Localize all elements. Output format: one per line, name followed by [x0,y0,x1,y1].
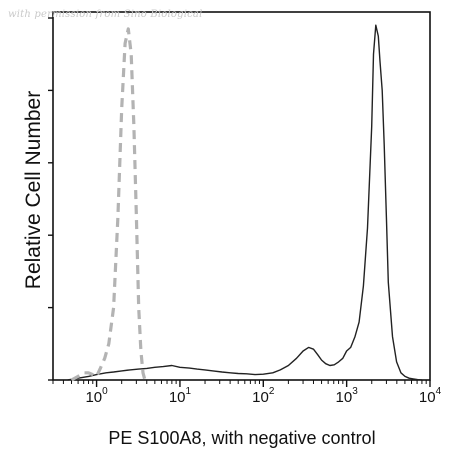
x-tick-label: 104 [418,386,442,406]
x-axis-label: PE S100A8, with negative control [108,428,376,448]
x-tick-label: 102 [252,386,275,406]
negative-control-histogram [70,27,147,382]
y-axis-label: Relative Cell Number [22,90,45,290]
x-tick-label: 101 [168,386,192,406]
sample-histogram [67,24,422,381]
x-tick-label: 103 [335,386,358,406]
plot-frame [52,11,431,381]
x-tick-label: 100 [85,386,108,406]
watermark-text: with permission from Sino Biological [8,9,203,20]
